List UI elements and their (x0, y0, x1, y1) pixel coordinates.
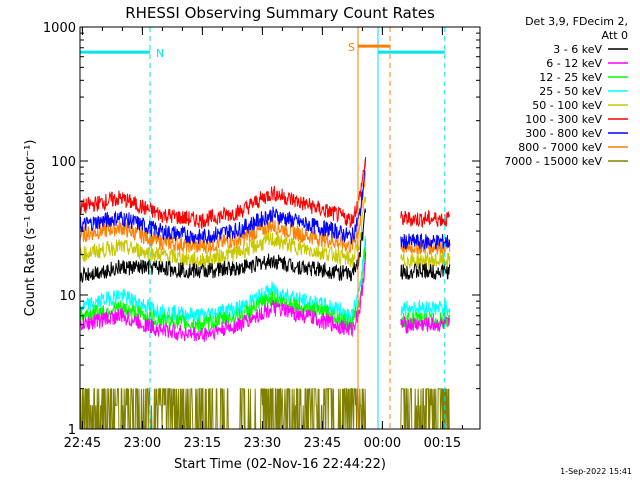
series-line-50-100kev-seg1 (400, 251, 451, 270)
legend-header-line-0: Det 3,9, FDecim 2, (525, 15, 628, 28)
series-line-800-7000kev-seg1 (400, 238, 451, 256)
axes: 1 10 100 1000 22:45 23:00 23:15 23:30 23:45 00:00… (43, 21, 481, 451)
legend-label-2: 12 - 25 keV (539, 71, 602, 84)
series-line-100-300kev-seg1 (400, 209, 451, 229)
plot-frame (79, 26, 481, 430)
legend-label-7: 800 - 7000 keV (518, 141, 602, 154)
legend-label-5: 100 - 300 keV (525, 113, 602, 126)
x-tick-label-4: 23:45 (304, 436, 341, 451)
x-tick-label-3: 23:30 (244, 436, 281, 451)
series-line-7000-15000kev-seg0 (80, 388, 367, 430)
y-axis-label: Count Rate (s⁻¹ detector⁻¹) (23, 140, 38, 317)
series-line-3-6kev-seg1 (400, 262, 451, 281)
chart-title: RHESSI Observing Summary Count Rates (125, 4, 435, 22)
y-tick-label-0: 1 (68, 423, 76, 438)
x-tick-label-1: 23:00 (124, 436, 161, 451)
x-axis-label: Start Time (02-Nov-16 22:44:22) (174, 457, 386, 472)
legend-label-6: 300 - 800 keV (525, 127, 602, 140)
y-tick-label-1: 10 (59, 289, 76, 304)
flag-label-N: N (156, 47, 164, 60)
x-tick-label-5: 00:00 (364, 436, 401, 451)
legend-label-1: 6 - 12 keV (546, 57, 602, 70)
series-line-100-300kev-seg0 (79, 157, 367, 230)
series-line-300-800kev-seg0 (79, 157, 367, 245)
y-tick-label-2: 100 (51, 155, 76, 170)
series-line-6-12kev-seg0 (79, 252, 367, 343)
legend-label-0: 3 - 6 keV (553, 43, 602, 56)
x-tick-label-2: 23:15 (184, 436, 221, 451)
series-line-50-100kev-seg0 (79, 196, 367, 269)
series-line-300-800kev-seg1 (400, 233, 451, 250)
series-line-3-6kev-seg0 (79, 208, 367, 283)
legend-label-8: 7000 - 15000 keV (504, 155, 602, 168)
flag-label-S: S (348, 41, 355, 54)
x-tick-label-6: 00:15 (424, 436, 461, 451)
legend-header-line-1: Att 0 (602, 29, 628, 42)
series-line-800-7000kev-seg0 (79, 170, 367, 255)
footer-date: 1-Sep-2022 15:41 (560, 467, 632, 476)
y-tick-label-3: 1000 (43, 21, 76, 36)
legend-label-3: 25 - 50 keV (539, 85, 602, 98)
legend-label-4: 50 - 100 keV (532, 99, 602, 112)
x-tick-label-0: 22:45 (64, 436, 101, 451)
series-line-6-12kev-seg1 (400, 316, 451, 335)
